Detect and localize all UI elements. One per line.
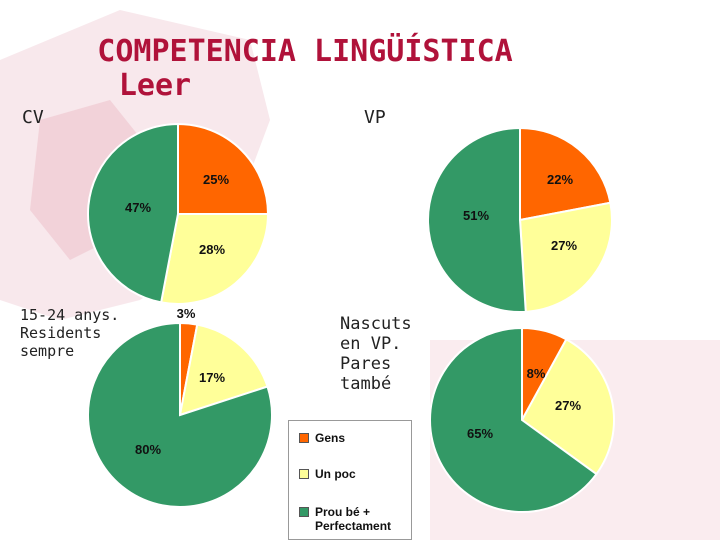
legend-label-gens: Gens xyxy=(315,431,346,445)
pie-slice-un-poc xyxy=(159,213,270,305)
legend-swatch-prou-be xyxy=(299,507,309,517)
label-young-residents: 15-24 anys. Residents sempre xyxy=(20,306,120,360)
legend: Gens Un poc Prou bé + Perfectament xyxy=(288,420,412,540)
data-label-prou-be: 51% xyxy=(463,208,489,223)
pie-chart-4: 8% 27% 65% xyxy=(429,326,615,513)
pie-slice-gens xyxy=(519,126,612,222)
data-label-un-poc: 17% xyxy=(199,370,225,385)
data-label-gens: 22% xyxy=(547,172,573,187)
data-label-prou-be: 80% xyxy=(135,442,161,457)
label-cv: CV xyxy=(22,107,44,128)
pie-slice-prou-be xyxy=(87,321,273,508)
legend-label-un-poc: Un poc xyxy=(315,467,356,481)
legend-swatch-un-poc xyxy=(299,469,309,479)
pie-chart-1: 25% 28% 47% xyxy=(87,122,270,305)
legend-label-prou-be: Prou bé + Perfectament xyxy=(315,505,392,533)
data-label-un-poc: 28% xyxy=(199,242,225,257)
legend-swatch-gens xyxy=(299,433,309,443)
data-label-gens: 3% xyxy=(177,306,196,321)
data-label-prou-be: 47% xyxy=(125,200,151,215)
pie-chart-2: 22% 27% 51% xyxy=(426,126,613,313)
pie-slice-prou-be xyxy=(426,126,527,313)
chart-subtitle: Leer xyxy=(118,68,192,103)
label-born-vp: Nascuts en VP. Pares també xyxy=(340,314,412,394)
data-label-un-poc: 27% xyxy=(555,398,581,413)
pie-slice-gens xyxy=(177,122,270,215)
data-label-gens: 8% xyxy=(527,366,546,381)
pie-slice-un-poc xyxy=(518,201,613,313)
pie-slice-un-poc xyxy=(178,323,269,417)
label-vp: VP xyxy=(364,107,386,128)
pie-slice-prou-be xyxy=(429,326,598,513)
data-label-un-poc: 27% xyxy=(551,238,577,253)
data-label-prou-be: 65% xyxy=(467,426,493,441)
pie-slice-prou-be xyxy=(87,122,179,304)
chart-title: COMPETENCIA LINGÜÍSTICA xyxy=(97,34,513,69)
data-label-gens: 25% xyxy=(203,172,229,187)
pie-chart-3: 3% 17% 80% xyxy=(87,306,273,508)
pie-slice-un-poc xyxy=(520,338,615,476)
